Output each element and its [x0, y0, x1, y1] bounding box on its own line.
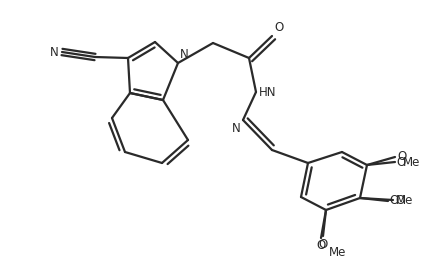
Text: N: N	[50, 46, 59, 59]
Text: O: O	[389, 195, 398, 208]
Text: Me: Me	[329, 246, 347, 259]
Text: Me: Me	[403, 156, 421, 169]
Text: N: N	[180, 48, 189, 61]
Text: O: O	[397, 150, 406, 163]
Text: Me: Me	[396, 195, 413, 208]
Text: O: O	[274, 21, 283, 34]
Text: O: O	[396, 156, 405, 169]
Text: O: O	[395, 193, 404, 207]
Text: HN: HN	[259, 85, 276, 98]
Text: O: O	[318, 238, 328, 251]
Text: O: O	[316, 239, 326, 252]
Text: N: N	[232, 122, 241, 135]
